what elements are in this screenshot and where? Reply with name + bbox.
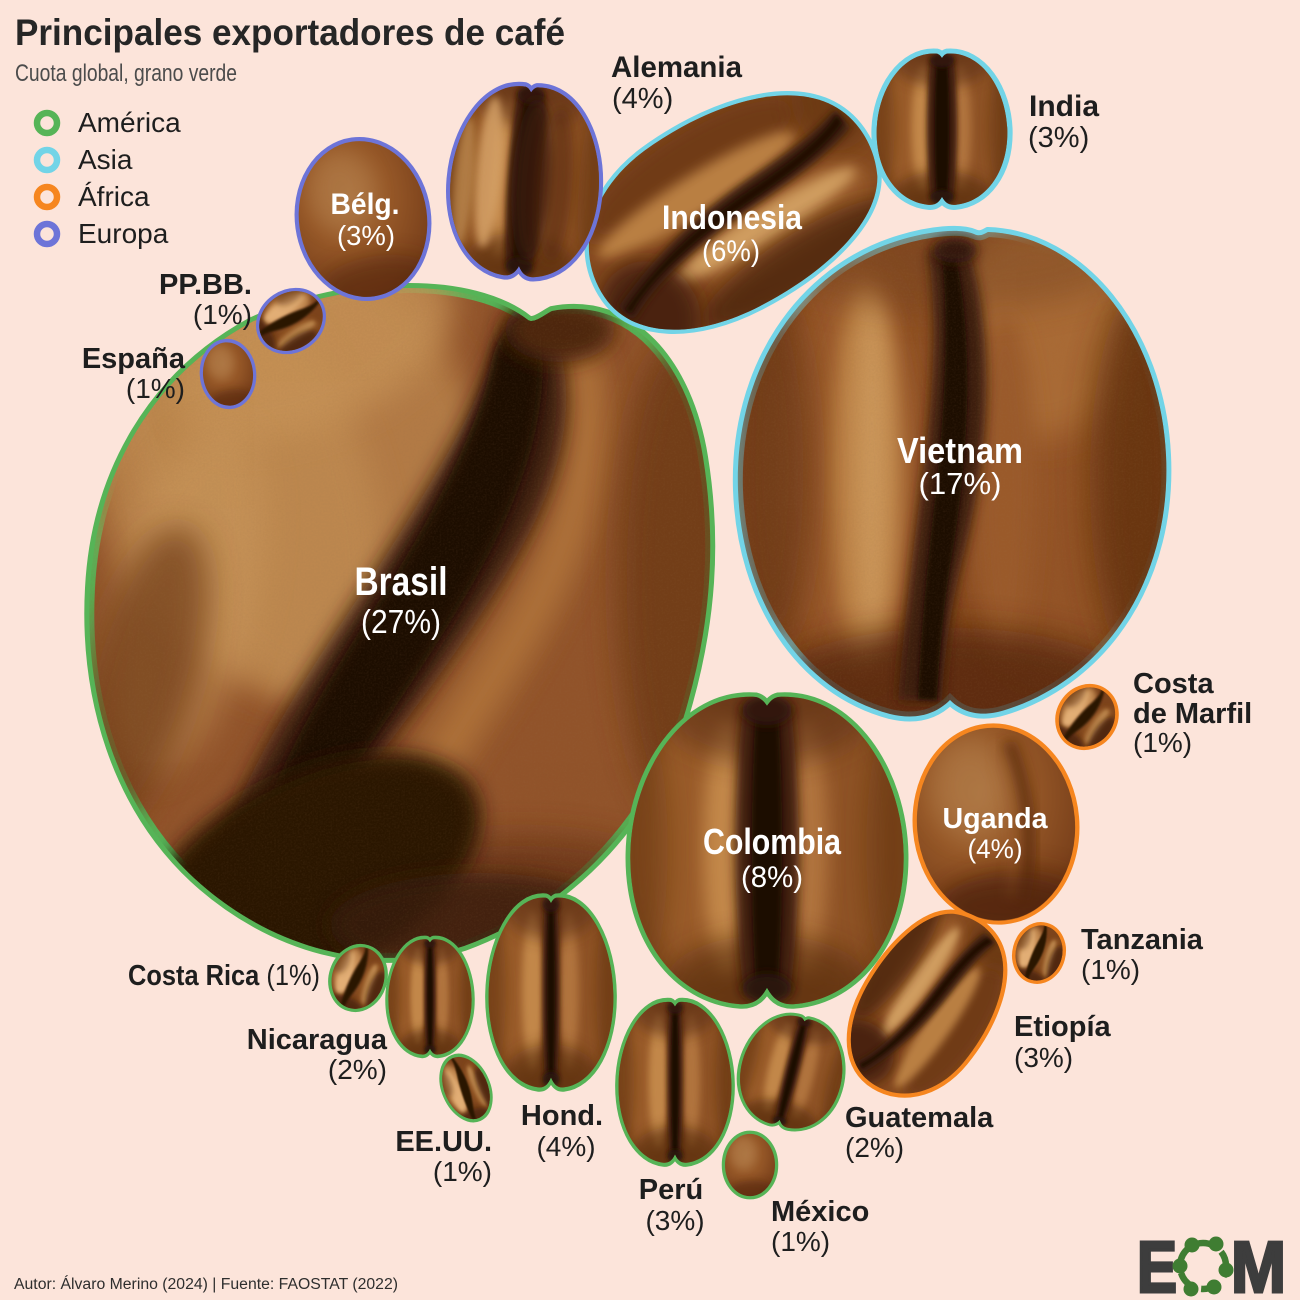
svg-text:Guatemala: Guatemala [845,1102,994,1134]
svg-text:(1%): (1%) [126,373,185,404]
svg-text:Colombia: Colombia [703,821,842,862]
svg-text:(3%): (3%) [645,1205,704,1236]
svg-text:(1%): (1%) [1081,954,1140,985]
svg-text:Vietnam: Vietnam [897,430,1023,471]
svg-text:(3%): (3%) [337,220,395,251]
svg-text:Indonesia: Indonesia [662,199,803,237]
svg-text:Costa: Costa [1133,668,1214,700]
svg-text:India: India [1029,90,1099,123]
svg-text:Nicaragua: Nicaragua [247,1024,388,1056]
svg-text:Tanzania: Tanzania [1081,924,1204,956]
svg-text:Bélg.: Bélg. [331,188,400,221]
svg-text:EE.UU.: EE.UU. [395,1126,492,1158]
svg-text:Uganda: Uganda [943,803,1049,835]
svg-text:Cuota global, grano verde: Cuota global, grano verde [15,60,237,87]
svg-text:Etiopía: Etiopía [1014,1011,1112,1043]
svg-text:Costa Rica (1%): Costa Rica (1%) [128,960,320,992]
svg-text:Autor: Álvaro Merino (2024) |: Autor: Álvaro Merino (2024) | Fuente: FA… [14,1276,398,1293]
svg-text:(1%): (1%) [193,299,252,330]
svg-text:(3%): (3%) [1028,122,1089,154]
svg-text:E: E [1137,1228,1177,1300]
svg-text:(17%): (17%) [919,466,1002,501]
svg-text:(6%): (6%) [702,235,760,268]
svg-text:Asia: Asia [78,144,133,175]
svg-text:(8%): (8%) [741,861,803,894]
svg-text:M: M [1231,1228,1286,1300]
svg-text:(2%): (2%) [328,1054,387,1085]
svg-text:(1%): (1%) [433,1156,492,1187]
svg-text:Hond.: Hond. [521,1100,603,1132]
svg-text:(4%): (4%) [968,834,1023,864]
svg-text:Alemania: Alemania [611,51,742,84]
svg-text:Perú: Perú [639,1174,703,1206]
svg-text:(1%): (1%) [771,1226,830,1257]
svg-text:(3%): (3%) [1014,1042,1073,1073]
svg-text:México: México [771,1196,869,1228]
svg-text:(27%): (27%) [361,603,441,640]
svg-text:España: España [82,343,186,375]
svg-text:de Marfil: de Marfil [1133,698,1252,730]
svg-text:Principales exportadores de ca: Principales exportadores de café [15,12,565,53]
svg-text:Brasil: Brasil [355,560,448,604]
svg-text:(4%): (4%) [536,1131,595,1162]
svg-text:(4%): (4%) [612,83,673,115]
svg-text:Europa: Europa [78,218,169,249]
svg-text:América: América [78,107,181,138]
svg-text:África: África [78,181,150,212]
svg-text:(1%): (1%) [1133,727,1192,758]
svg-text:(2%): (2%) [845,1132,904,1163]
svg-text:PP.BB.: PP.BB. [159,269,252,301]
